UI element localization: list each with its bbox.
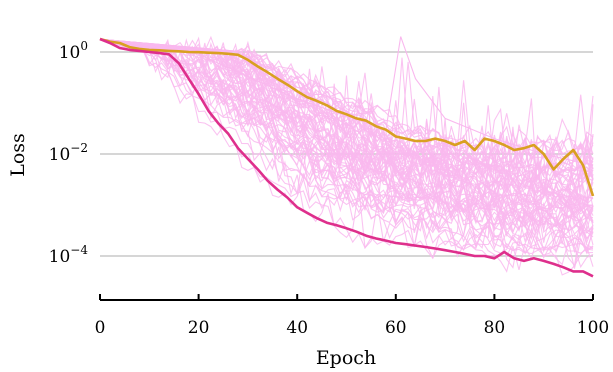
x-tick-label: 80 — [484, 318, 506, 338]
x-tick-label: 100 — [577, 318, 609, 338]
x-tick-label: 60 — [385, 318, 407, 338]
y-axis-title: Loss — [7, 133, 29, 177]
background-runs — [100, 37, 593, 275]
y-tick-label: 10−4 — [49, 243, 89, 267]
x-tick-label: 40 — [286, 318, 308, 338]
y-tick-label: 10−2 — [49, 141, 88, 165]
y-tick-label: 100 — [59, 39, 88, 63]
x-tick-label: 0 — [95, 318, 106, 338]
x-tick-label: 20 — [188, 318, 210, 338]
x-axis-title: Epoch — [316, 347, 376, 369]
axes: 0 20 40 60 80 100 — [95, 294, 610, 338]
